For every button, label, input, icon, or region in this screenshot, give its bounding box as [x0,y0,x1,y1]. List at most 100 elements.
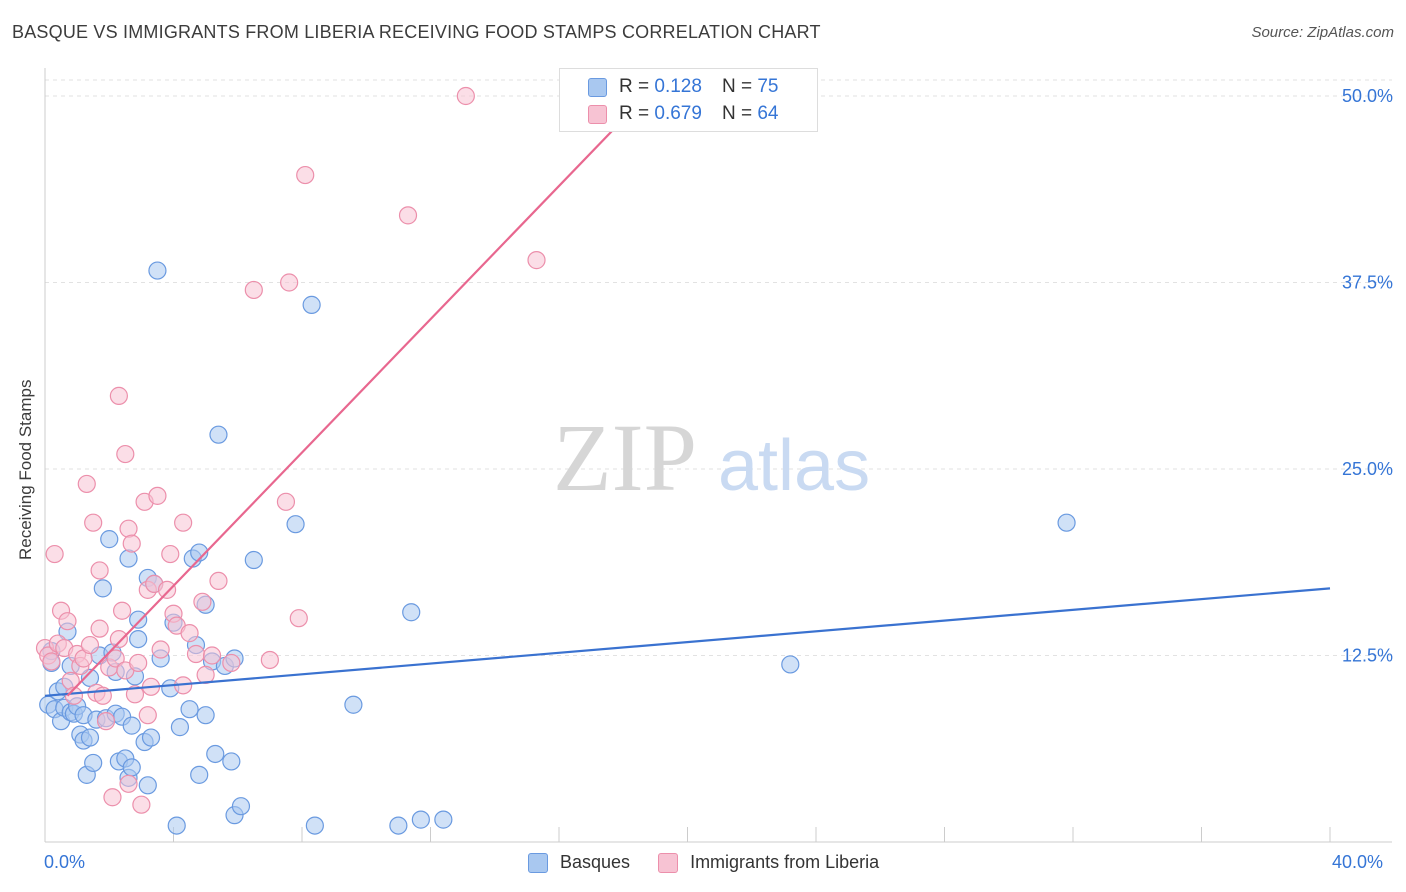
data-point [106,649,125,668]
data-point [305,816,324,835]
data-point [42,652,61,671]
data-point [119,774,138,793]
legend-label-liberia: Immigrants from Liberia [690,852,880,872]
legend-label-basques: Basques [560,852,631,872]
data-point [122,758,141,777]
watermark: ZIP atlas [553,404,870,511]
watermark-zip: ZIP [553,404,697,511]
data-point [280,273,299,292]
data-point [1057,513,1076,532]
data-point [302,295,321,314]
data-point [119,519,138,538]
data-point [84,753,103,773]
legend-swatch-liberia [658,852,679,873]
data-point [100,530,119,549]
r-value-basques: 0.128 [654,76,702,97]
data-point [398,206,418,225]
y-tick-label: 25.0% [1342,459,1393,479]
data-point [186,644,206,664]
data-point [222,653,241,673]
data-point [119,549,138,568]
data-point [170,718,190,737]
data-point [103,788,122,807]
data-point [109,629,128,649]
y-tick-labels: 12.5% 25.0% 37.5% 50.0% [1342,86,1393,666]
legend-item-liberia: Immigrants from Liberia [658,852,879,873]
data-point [411,810,430,829]
data-point [84,513,103,532]
n-label: N = [721,103,753,124]
data-point [93,579,112,598]
data-point [132,795,151,814]
x-tick-max: 40.0% [1332,852,1384,872]
data-point [196,706,215,725]
r-value-liberia: 0.679 [654,103,702,124]
data-point [244,280,263,300]
data-point [193,592,212,611]
legend-row-basques: R = 0.128 N = 75 [588,75,778,99]
data-point [138,776,157,795]
data-point [148,486,167,505]
data-point [96,712,116,731]
data-point [122,716,141,735]
data-point [157,580,177,599]
data-point [222,752,241,771]
data-point [276,492,296,511]
data-point [344,695,363,714]
data-point [456,86,475,106]
data-point [58,612,77,631]
y-tick-label: 12.5% [1342,646,1393,666]
data-point [190,765,209,784]
watermark-atlas: atlas [718,426,870,506]
data-point [206,744,225,764]
legend-row-liberia: R = 0.679 N = 64 [588,102,778,126]
data-point [125,685,145,704]
r-label: R = [619,76,650,97]
data-point [129,653,148,673]
trend-line-basques [44,587,1331,697]
trend-line-liberia [66,95,647,697]
data-point [296,165,315,185]
n-value-liberia: 64 [757,103,779,124]
data-point [138,706,157,725]
series-basques-points [39,261,1076,835]
data-point [45,544,64,564]
data-point [260,650,279,670]
y-tick-label: 37.5% [1342,273,1393,293]
x-tick-min: 0.0% [44,852,86,872]
data-point [209,425,228,444]
data-point [122,534,141,553]
data-point [151,640,170,659]
data-point [231,797,251,816]
data-point [116,444,135,464]
data-point [286,515,305,534]
data-point [112,601,132,620]
legend-item-basques: Basques [528,852,630,873]
data-point [180,624,199,643]
data-point [80,728,100,747]
data-point [434,810,453,829]
data-point [289,609,308,628]
series-liberia-points [35,86,546,814]
trend-lines [44,95,1331,697]
data-point [167,816,186,835]
data-point [141,728,161,747]
data-point [90,619,109,638]
data-point [77,474,96,494]
data-point [129,629,148,649]
data-point [161,544,180,564]
y-tick-label: 50.0% [1342,86,1393,106]
gridlines [45,79,1392,656]
data-point [174,513,193,532]
chart-title: BASQUE VS IMMIGRANTS FROM LIBERIA RECEIV… [12,22,821,42]
data-point [180,700,199,719]
n-value-basques: 75 [757,76,779,97]
r-label: R = [619,103,650,124]
data-point [402,603,421,622]
data-point [148,261,167,280]
data-point [244,550,263,570]
source-credit: Source: ZipAtlas.com [1251,24,1394,41]
n-label: N = [721,76,753,97]
data-point [781,655,800,674]
legend-swatch-liberia [588,104,607,124]
